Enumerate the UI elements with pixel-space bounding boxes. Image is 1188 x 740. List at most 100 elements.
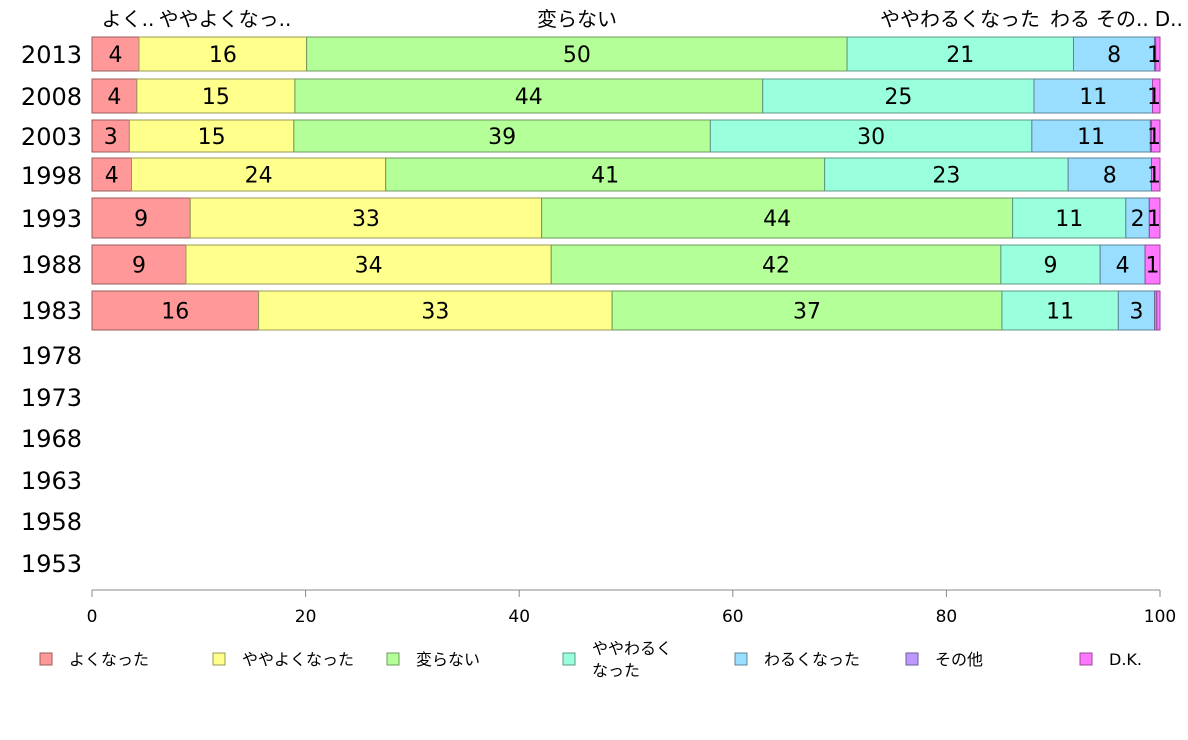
- data-label: 42: [762, 254, 790, 279]
- bar-segment: [1150, 157, 1161, 192]
- top-segment-label: ややわるくなった: [880, 7, 1040, 31]
- bar-segment: [1155, 36, 1161, 72]
- data-label: 1: [1147, 207, 1161, 232]
- top-segment-label: わる: [1050, 7, 1090, 31]
- data-label: 44: [515, 85, 543, 110]
- data-label: 16: [209, 43, 237, 68]
- bar-segment: [131, 157, 387, 192]
- data-label: 11: [1055, 207, 1083, 232]
- bar-segment: [91, 290, 260, 331]
- legend-label: ややわるく: [592, 639, 672, 658]
- x-tick-label: 100: [1144, 607, 1176, 627]
- data-label: 4: [108, 43, 122, 68]
- data-label: 3: [104, 125, 118, 150]
- y-tick-label: 1963: [21, 467, 82, 495]
- data-label: 50: [563, 43, 591, 68]
- bar-segment: [306, 36, 848, 72]
- legend-label: よくなった: [69, 650, 149, 669]
- legend-label: その他: [935, 650, 983, 669]
- data-label: 9: [134, 207, 148, 232]
- data-label: 33: [352, 207, 380, 232]
- y-tick-label: 1968: [21, 425, 82, 453]
- bar-segment: [91, 78, 138, 114]
- data-label: 37: [793, 300, 821, 325]
- x-tick-label: 40: [508, 607, 530, 627]
- y-tick-label: 1988: [21, 251, 82, 279]
- bar-segment: [1031, 119, 1151, 153]
- legend-swatch: [562, 652, 576, 666]
- bar-segment: [91, 36, 140, 72]
- bar-segment: [91, 119, 130, 153]
- data-label: 16: [161, 300, 189, 325]
- data-label: 3: [1130, 300, 1144, 325]
- legend-swatch: [905, 652, 919, 666]
- data-label: 41: [591, 164, 619, 189]
- y-tick-label: 2003: [21, 123, 82, 151]
- bar-segment: [1072, 36, 1156, 72]
- bar-segment: [91, 244, 187, 285]
- data-label: 1: [1147, 164, 1161, 189]
- legend-label: D.K.: [1109, 650, 1142, 669]
- y-tick-label: 1958: [21, 508, 82, 536]
- bar-segment: [1117, 290, 1156, 331]
- data-label: 15: [198, 125, 226, 150]
- bar-segment: [541, 197, 1014, 239]
- x-tick-label: 0: [87, 607, 98, 627]
- legend-swatch: [39, 652, 53, 666]
- data-label: 25: [884, 85, 912, 110]
- data-label: 11: [1079, 85, 1107, 110]
- bar-segment: [1150, 119, 1161, 153]
- y-tick-label: 2013: [21, 41, 82, 69]
- data-label: 21: [946, 43, 974, 68]
- bar-segment: [138, 36, 308, 72]
- bar-segment: [762, 78, 1035, 114]
- legend-label: 変らない: [416, 650, 480, 669]
- data-label: 39: [488, 125, 516, 150]
- bar-segment: [1000, 244, 1101, 285]
- bar-segment: [1012, 197, 1127, 239]
- data-label: 9: [132, 254, 146, 279]
- bar-segment: [385, 157, 826, 192]
- bar-segment: [136, 78, 296, 114]
- top-segment-label: 変らない: [537, 7, 617, 31]
- bar-segment: [1156, 290, 1161, 331]
- data-label: 24: [245, 164, 273, 189]
- bar-segment: [1067, 157, 1152, 192]
- data-label: 4: [105, 164, 119, 189]
- data-label: 2: [1131, 207, 1145, 232]
- bar-segment: [1099, 244, 1146, 285]
- x-tick-label: 60: [722, 607, 744, 627]
- data-label: 9: [1044, 254, 1058, 279]
- data-label: 11: [1077, 125, 1105, 150]
- legend-swatch: [212, 652, 226, 666]
- legend-swatch: [1079, 652, 1093, 666]
- top-segment-label: ややよくなっ..: [159, 7, 292, 31]
- data-label: 23: [932, 164, 960, 189]
- data-label: 1: [1147, 85, 1161, 110]
- data-label: 44: [763, 207, 791, 232]
- data-label: 30: [857, 125, 885, 150]
- y-tick-label: 1998: [21, 162, 82, 190]
- bar-segment: [294, 78, 764, 114]
- data-label: 1: [1147, 125, 1161, 150]
- bar-segment: [91, 197, 191, 239]
- x-tick-label: 80: [936, 607, 958, 627]
- y-tick-label: 2008: [21, 83, 82, 111]
- data-label: 15: [202, 85, 230, 110]
- bar-segment: [1152, 78, 1161, 114]
- legend-label: わるくなった: [764, 650, 860, 669]
- y-tick-label: 1978: [21, 342, 82, 370]
- legend-label: ややよくなった: [242, 650, 354, 669]
- bar-segment: [185, 244, 552, 285]
- bar-segment: [824, 157, 1069, 192]
- legend-swatch: [386, 652, 400, 666]
- y-tick-label: 1953: [21, 550, 82, 578]
- top-segment-label: よく..: [102, 7, 155, 31]
- top-segment-label: D..: [1155, 7, 1183, 31]
- data-label: 4: [1116, 254, 1130, 279]
- bar-segment: [550, 244, 1002, 285]
- bar-segment: [258, 290, 613, 331]
- y-tick-label: 1993: [21, 205, 82, 233]
- bar-segment: [1144, 244, 1161, 285]
